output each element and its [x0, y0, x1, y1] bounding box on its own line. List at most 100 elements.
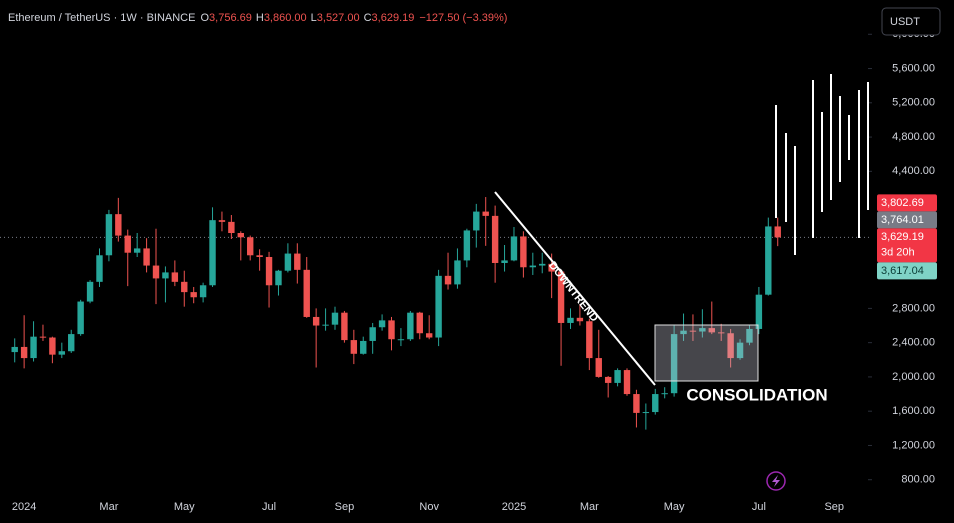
plot-area: 800.00 1,200.00 1,600.00 2,000.00 2,400.00 2,… — [0, 28, 937, 513]
change-value: −127.50 (−3.39%) — [419, 12, 507, 24]
price-tag — [877, 262, 937, 280]
candle-body — [68, 334, 75, 352]
candle-body — [341, 312, 348, 341]
icon-circle — [766, 471, 786, 491]
candle-body — [133, 248, 141, 253]
candle-body — [425, 333, 433, 338]
ohlc-key: O — [200, 12, 209, 24]
candle-body — [670, 334, 678, 394]
candle-body — [718, 332, 725, 334]
candle-body — [491, 215, 499, 263]
candle-body — [312, 316, 320, 326]
candle-body — [633, 394, 640, 413]
candle-body — [623, 370, 631, 395]
price-tag — [877, 211, 937, 229]
legend-header: Ethereum / TetherUS · 1W · BINANCE O3,756… — [8, 12, 507, 24]
candle-body — [124, 235, 131, 253]
x-tick-label: Sep — [335, 501, 355, 513]
x-tick-label: Nov — [419, 501, 439, 513]
candle-body — [162, 272, 169, 279]
candle-body — [39, 336, 47, 338]
candle-body — [680, 330, 687, 335]
price-tag-label: 3,802.69 — [881, 197, 924, 209]
x-tick-label: Jul — [262, 501, 276, 513]
candle-body — [557, 271, 565, 323]
candle-body — [171, 272, 179, 282]
x-tick-label: May — [174, 501, 195, 513]
icon-bolt — [772, 475, 780, 487]
candle-body — [765, 226, 772, 295]
candle-body — [586, 321, 593, 359]
candle-body — [218, 220, 226, 222]
y-tick-label: 4,800.00 — [892, 131, 935, 143]
countdown-label: 3d 20h — [881, 246, 915, 258]
candle-body — [30, 336, 37, 359]
candle-body — [699, 328, 706, 332]
candle-body — [369, 327, 376, 341]
candle-body — [708, 328, 715, 333]
candle-body — [96, 255, 103, 282]
candle-body — [247, 237, 254, 256]
candle-body — [105, 214, 113, 256]
candle-body — [11, 346, 18, 353]
candle-body — [652, 394, 659, 413]
ohlc-key: H — [256, 12, 264, 24]
candle-body — [77, 301, 84, 335]
x-tick-label: May — [664, 501, 685, 513]
currency-label[interactable]: USDT — [890, 16, 920, 28]
candle-body — [727, 333, 734, 359]
candle-body — [209, 220, 216, 286]
y-tick-label: 2,800.00 — [892, 302, 935, 314]
candle-body — [435, 275, 442, 338]
candle-body — [322, 324, 329, 326]
candle-body — [604, 376, 612, 383]
ohlc-value: 3,756.69 — [209, 12, 252, 24]
candle-body — [350, 340, 358, 354]
x-tick-label: Mar — [580, 501, 599, 513]
candle-body — [501, 260, 508, 263]
x-tick-label: Mar — [99, 501, 118, 513]
candle-body — [529, 265, 537, 268]
y-tick-label: 1,600.00 — [892, 405, 935, 417]
candle-body — [595, 358, 602, 377]
candle-body — [567, 317, 574, 323]
x-tick-label: 2025 — [502, 501, 526, 513]
candle-body — [237, 233, 244, 238]
candle-body — [303, 269, 310, 317]
consolidation-box — [654, 324, 759, 382]
price-tag-label: 3,629.19 — [881, 231, 924, 243]
currency-button[interactable] — [881, 7, 941, 36]
candle-body — [199, 285, 207, 298]
candle-body — [397, 339, 405, 341]
alert-icon[interactable] — [766, 471, 786, 491]
y-tick-label: 5,200.00 — [892, 97, 935, 109]
candle-body — [275, 270, 282, 286]
projection-lines — [775, 74, 869, 255]
candle-body — [256, 255, 263, 257]
candle-body — [774, 226, 781, 238]
candle-body — [454, 260, 461, 285]
ohlc-value: 3,629.19 — [372, 12, 415, 24]
x-tick-label: Jul — [752, 501, 766, 513]
candle-body — [661, 393, 668, 395]
candle-body — [520, 236, 527, 268]
candle-body — [86, 281, 94, 302]
y-tick-label: 1,200.00 — [892, 439, 935, 451]
ohlc-value: 3,527.00 — [317, 12, 360, 24]
price-tag-label: 3,764.01 — [881, 214, 924, 226]
ohlc-key: L — [311, 12, 317, 24]
candle-body — [539, 263, 546, 266]
ohlc-key: C — [364, 12, 372, 24]
x-tick-label: Sep — [824, 501, 844, 513]
y-tick-label: 4,400.00 — [892, 165, 935, 177]
candle-body — [360, 340, 367, 354]
candle-body — [444, 275, 452, 285]
trend-line — [494, 191, 656, 386]
price-tag — [877, 194, 937, 212]
candle-body — [190, 292, 197, 298]
annotation: CONSOLIDATION — [686, 385, 827, 404]
candle-body — [115, 214, 122, 236]
candle-body — [416, 312, 423, 334]
x-tick-label: 2024 — [12, 501, 36, 513]
